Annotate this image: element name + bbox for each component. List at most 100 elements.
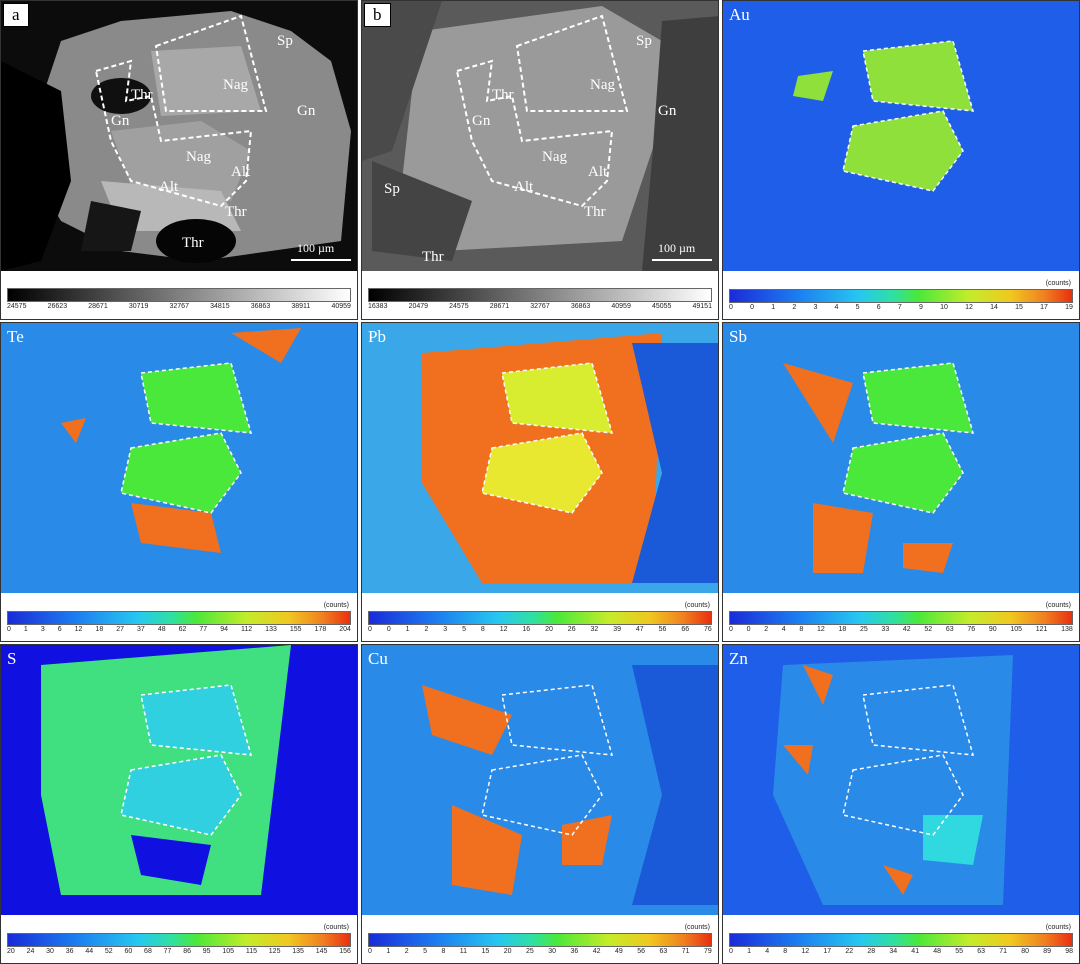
colorbar-tick-label: 178 [314, 626, 327, 633]
element-map-image [362, 645, 718, 915]
colorbar-tick-label: 24 [26, 948, 35, 955]
element-map-image [723, 645, 1079, 915]
panel-label: Zn [729, 649, 748, 668]
colorbar-tick-label: 135 [292, 948, 304, 955]
phase-region [632, 343, 718, 583]
colorbar-tick-label: 47 [635, 626, 644, 633]
colorbar-tick-label: 12 [74, 626, 83, 633]
phase-region [863, 363, 973, 433]
colorbar-tick-label: 138 [1061, 626, 1073, 633]
annotation: Alt [159, 179, 179, 195]
colorbar-tick-label: 5 [423, 948, 427, 955]
colorbar-tick-label: 77 [163, 948, 172, 955]
colorbar [7, 933, 351, 947]
panel-label: S [7, 649, 17, 668]
colorbar [7, 611, 351, 625]
phase-region [793, 71, 833, 101]
annotation: Nag [186, 149, 211, 165]
colorbar-tick-label: 16 [522, 626, 531, 633]
colorbar-tick-label: 60 [124, 948, 133, 955]
colorbar-tick-label: 2 [404, 948, 409, 955]
annotation: Thr [492, 87, 514, 103]
panel-cu-map: Cu (counts) 0 1 2 5 8 11 15 20 25 30 36 42 49 56 63 71 79 [361, 644, 719, 964]
colorbar-tick-label: 0 [729, 626, 733, 633]
annotation: Sp [384, 181, 400, 197]
colorbar-tick-label: 28 [867, 948, 876, 955]
colorbar-tick-label: 5 [855, 304, 860, 311]
colorbar-tick-label: 48 [933, 948, 942, 955]
phase-region [843, 111, 963, 191]
panel-pb-map: Pb (counts) 0 0 1 2 3 5 8 12 16 20 26 32 39 47 56 66 76 [361, 322, 719, 642]
colorbar-tick-label: 63 [977, 948, 986, 955]
colorbar-tick-label: 115 [245, 948, 257, 955]
colorbar-tick-label: 27 [116, 626, 125, 633]
colorbar-ticks: 0 1 2 5 8 11 15 20 25 30 36 42 49 56 63 71 79 [368, 948, 712, 955]
colorbar-tick-label: 6 [876, 304, 881, 311]
colorbar-tick-label: 12 [816, 626, 825, 633]
phase-outline [862, 40, 975, 112]
colorbar-tick-label: 44 [85, 948, 94, 955]
colorbar-ticks: 0 1 3 6 12 18 27 37 48 62 77 94 112 133 155 178 204 [7, 626, 351, 633]
panel-zn-map: Zn (counts) 0 1 4 8 12 17 22 28 34 41 48 55 63 71 80 89 98 [722, 644, 1080, 964]
colorbar-tick-label: 86 [183, 948, 191, 955]
colorbar [729, 933, 1073, 947]
annotation: Thr [131, 87, 153, 103]
colorbar-ticks: 24575 26623 28671 30719 32767 34815 36863 38911… [7, 303, 351, 310]
colorbar-tick-label: 19 [1065, 304, 1073, 311]
phase-region [803, 665, 833, 705]
phase-region [422, 685, 512, 755]
colorbar-tick-label: 12 [801, 948, 810, 955]
colorbar-tick-label: 18 [838, 626, 847, 633]
colorbar-tick-label: 25 [859, 626, 868, 633]
phase-region [141, 363, 251, 433]
annotation: Gn [472, 113, 491, 129]
scale-bar-label: 100 µm [297, 241, 335, 255]
colorbar-tick-label: 26 [567, 626, 576, 633]
colorbar-tick-label: 17 [823, 948, 832, 955]
colorbar-tick-label: 2 [792, 304, 797, 311]
colorbar-tick-label: 121 [1035, 626, 1048, 633]
colorbar [7, 288, 351, 302]
colorbar-tick-label: 112 [241, 626, 253, 633]
colorbar-tick-label: 76 [704, 626, 712, 633]
colorbar-unit: (counts) [323, 602, 349, 609]
colorbar-tick-label: 98 [1065, 948, 1073, 955]
colorbar-tick-label: 2 [764, 626, 769, 633]
annotation: Sp [636, 33, 652, 49]
colorbar-tick-label: 133 [265, 626, 277, 633]
annotation: Nag [223, 77, 248, 93]
colorbar-tick-label: 32 [590, 626, 599, 633]
colorbar-unit: (counts) [1045, 924, 1071, 931]
colorbar-tick-label: 71 [999, 948, 1008, 955]
colorbar-tick-label: 14 [990, 304, 998, 311]
colorbar-tick-label: 4 [834, 304, 839, 311]
colorbar-unit: (counts) [684, 602, 710, 609]
colorbar-tick-label: 1 [23, 626, 28, 633]
colorbar-tick-label: 71 [681, 948, 690, 955]
phase-region [903, 543, 953, 573]
phase-region [121, 755, 241, 835]
colorbar-tick-label: 3 [40, 626, 45, 633]
colorbar-ticks: 0 0 1 2 3 5 8 12 16 20 26 32 39 47 56 66 76 [368, 626, 712, 633]
phase-region [773, 655, 1013, 905]
colorbar-tick-label: 0 [368, 626, 372, 633]
annotation: Thr [182, 235, 204, 251]
colorbar-tick-label: 105 [222, 948, 235, 955]
element-map-image [1, 645, 357, 915]
colorbar-tick-label: 125 [268, 948, 281, 955]
colorbar-tick-label: 76 [967, 626, 976, 633]
colorbar [368, 933, 712, 947]
colorbar-ticks: 0 0 2 4 8 12 18 25 33 42 52 63 76 90 105 121 138 [729, 626, 1073, 633]
colorbar-tick-label: 42 [592, 948, 601, 955]
colorbar-tick-label: 56 [658, 626, 667, 633]
colorbar-tick-label: 2 [424, 626, 429, 633]
colorbar-unit: (counts) [684, 924, 710, 931]
colorbar-tick-label: 10 [940, 304, 948, 311]
element-map-image [362, 323, 718, 593]
colorbar-tick-label: 79 [704, 948, 712, 955]
colorbar-tick-label: 105 [1010, 626, 1023, 633]
colorbar [368, 288, 712, 302]
colorbar-tick-label: 89 [1043, 948, 1051, 955]
phase-region [783, 363, 853, 443]
colorbar-tick-label: 49 [615, 948, 623, 955]
